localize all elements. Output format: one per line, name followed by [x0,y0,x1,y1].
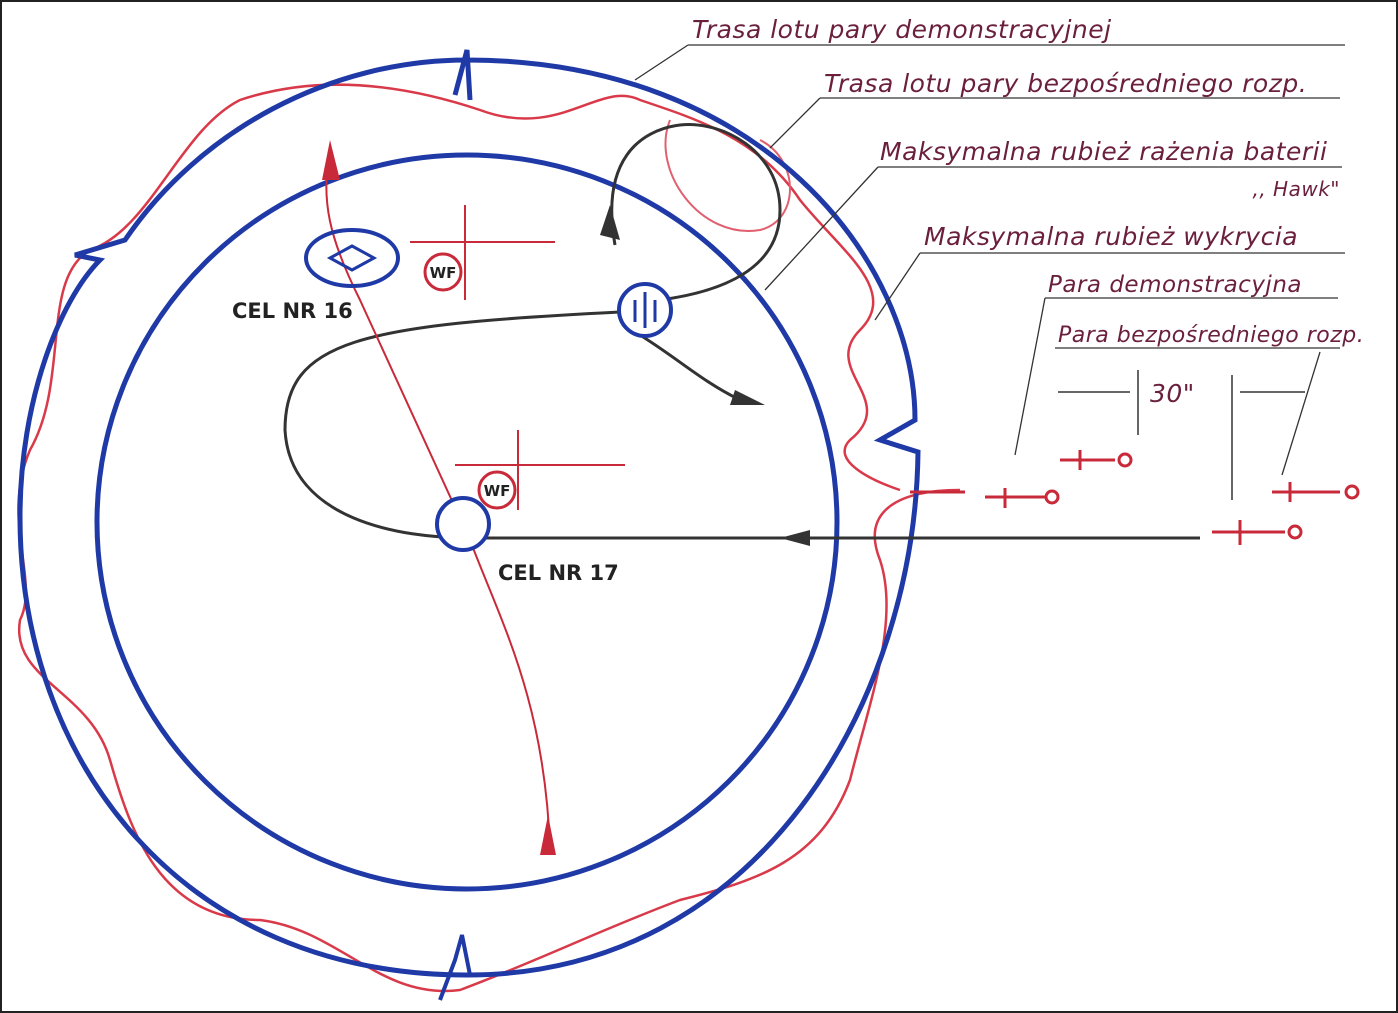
label: Maksymalna rubież rażenia baterii [880,137,1328,166]
label: Trasa lotu pary demonstracyjnej [692,15,1112,44]
label: Maksymalna rubież wykrycia [924,222,1298,251]
target-label: CEL NR 17 [498,561,619,585]
label: Para bezpośredniego rozp. [1058,323,1364,348]
diagram: WF WF CEL NR 16 CEL NR 17 30" Trasa lotu… [0,0,1398,1013]
wf-label: WF [430,264,457,282]
label: ,, Hawk" [1252,177,1340,201]
label: Trasa lotu pary bezpośredniego rozp. [824,69,1307,98]
target-label: CEL NR 16 [232,299,353,323]
label: Para demonstracyjna [1048,272,1302,298]
target-17-symbol [437,498,489,550]
wf-label: WF [484,482,511,500]
interval-label: 30" [1150,379,1195,408]
